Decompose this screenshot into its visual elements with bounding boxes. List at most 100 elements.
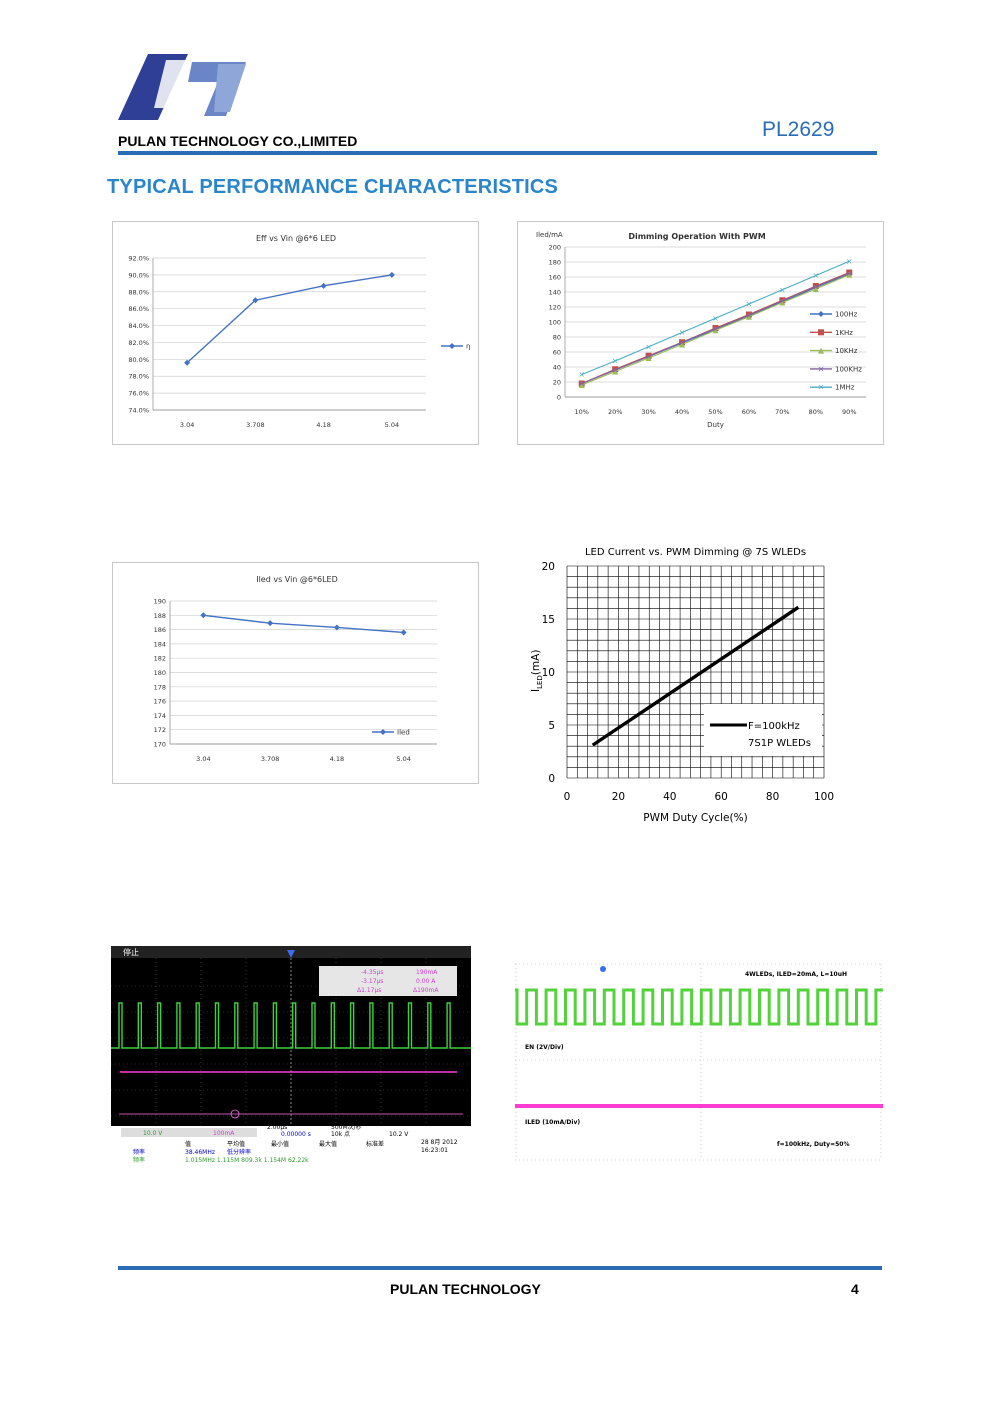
data-point: [184, 359, 191, 366]
scope1-hdr-mean: 平均值: [227, 1140, 245, 1148]
scope1-meas-3: Δ1.17μs: [357, 987, 381, 994]
scope2-trigger-marker-icon: [600, 966, 606, 972]
scope1-timebase: 2.00μs: [267, 1124, 287, 1131]
x-tick-label: 0: [564, 791, 571, 803]
y-tick-label: 176: [154, 698, 166, 706]
data-point: ×: [746, 311, 753, 320]
data-point: [612, 368, 619, 375]
scope1-row2-label: 频率: [133, 1156, 145, 1164]
y-axis-label: Iled/mA: [536, 231, 563, 239]
x-tick-label: 20%: [608, 408, 622, 416]
x-tick-label: 3.708: [246, 421, 265, 429]
legend-label: 1MHz: [835, 384, 855, 392]
legend-marker: [818, 311, 824, 317]
data-point: ×: [846, 257, 853, 266]
scope2-freq-label: f=100kHz, Duty=50%: [777, 1141, 849, 1148]
scope1-delay: 0.00000 s: [281, 1131, 311, 1138]
data-point: ×: [578, 379, 585, 388]
y-tick-label: 182: [154, 655, 166, 663]
y-tick-label: 80: [553, 334, 561, 342]
scope2-title: 4WLEDs, ILED=20mA, L=10uH: [745, 971, 847, 978]
trigger-marker-icon: [287, 950, 295, 958]
x-tick-label: 80: [766, 791, 779, 803]
scope2-iled-label: ILED (10mA/Div): [525, 1119, 580, 1126]
scope2-en-label: EN (2V/Div): [525, 1044, 564, 1051]
y-tick-label: 184: [154, 640, 166, 648]
x-tick-label: 3.04: [180, 421, 194, 429]
legend-marker: [818, 329, 824, 336]
y-tick-label: 140: [549, 289, 561, 297]
x-tick-label: 60%: [742, 408, 756, 416]
series-line: [591, 605, 800, 747]
y-tick-label: 20: [553, 379, 561, 387]
y-tick-label: 120: [549, 304, 561, 312]
y-tick-label: 84.0%: [128, 322, 149, 330]
legend-box: [704, 704, 822, 756]
legend-label: 100Hz: [835, 311, 858, 319]
y-tick-label: 190: [154, 598, 166, 606]
x-tick-label: 80%: [809, 408, 823, 416]
legend-label: F=100kHz: [748, 721, 800, 732]
data-point: ×: [645, 352, 652, 361]
data-point: [333, 624, 340, 631]
scope1-row1-label: 频率: [133, 1148, 145, 1156]
x-tick-label: 40: [663, 791, 676, 803]
data-point: [745, 313, 752, 320]
legend-label: 1KHz: [835, 329, 853, 337]
x-tick-label: 5.04: [396, 755, 410, 763]
y-tick-label: 78.0%: [128, 373, 149, 381]
section-title: TYPICAL PERFORMANCE CHARACTERISTICS: [107, 176, 559, 198]
legend-label: η: [466, 343, 470, 351]
x-tick-label: 3.04: [196, 755, 210, 763]
led-current-pwm-chart: LED Current vs. PWM Dimming @ 7S WLEDs 0 2…: [515, 538, 845, 830]
x-axis-label: Duty: [707, 421, 724, 429]
data-point: ×: [779, 297, 786, 306]
scope2-en-trace: [515, 988, 883, 1026]
footer-company: PULAN TECHNOLOGY: [390, 1281, 541, 1297]
iled-vs-vin-chart: Iled vs Vin @6*6LED 190 188 186 184 182 180 178…: [112, 562, 479, 784]
data-point: [812, 283, 819, 289]
y-tick-label: 92.0%: [128, 255, 149, 263]
data-point: ×: [746, 300, 753, 309]
y-tick-label: 160: [549, 274, 561, 282]
data-point: [645, 355, 652, 361]
data-point: ×: [846, 269, 853, 278]
header-rule: [118, 151, 877, 155]
x-tick-label: 90%: [842, 408, 856, 416]
x-tick-label: 100: [814, 791, 834, 803]
x-tick-label: 5.04: [385, 421, 399, 429]
y-tick-label: 170: [154, 741, 166, 749]
x-tick-label: 20: [612, 791, 625, 803]
y-tick-label: 172: [154, 726, 166, 734]
data-point: [267, 620, 274, 627]
scope1-hdr-max: 最大值: [319, 1140, 337, 1148]
data-point: [679, 341, 686, 348]
scope1-date: 28 8月 2012: [421, 1139, 458, 1146]
y-tick-label: 20: [542, 561, 555, 573]
y-tick-label: 174: [154, 712, 166, 720]
y-tick-label: 180: [549, 259, 561, 267]
scope2-iled-trace: [515, 1104, 883, 1108]
scope1-row1-note: 低分辨率: [227, 1148, 251, 1156]
y-tick-label: 90.0%: [128, 271, 149, 279]
data-point: ×: [812, 282, 819, 291]
data-point: [320, 282, 327, 289]
x-tick-label: 70%: [775, 408, 789, 416]
series-line: [581, 272, 850, 385]
logo: [118, 54, 248, 134]
chart-title: Iled vs Vin @6*6LED: [256, 575, 338, 584]
scope1-row1-val: 38.46MHz: [185, 1149, 215, 1156]
data-point: [400, 629, 407, 636]
scope1-hdr-std: 标准差: [366, 1140, 384, 1148]
y-tick-label: 188: [154, 612, 166, 620]
y-tick-label: 40: [553, 364, 561, 372]
scope1-row2-vals: 1.015MHz 1.115M 809.3k 1.154M 62.22k: [185, 1157, 309, 1164]
y-tick-label: 80.0%: [128, 356, 149, 364]
legend-label: 100KHz: [835, 365, 862, 373]
data-point: ×: [612, 366, 619, 375]
legend-marker: [449, 343, 455, 349]
y-tick-label: 178: [154, 683, 166, 691]
series-line: [186, 274, 392, 364]
page-number: 4: [851, 1281, 859, 1297]
y-tick-label: 74.0%: [128, 407, 149, 415]
